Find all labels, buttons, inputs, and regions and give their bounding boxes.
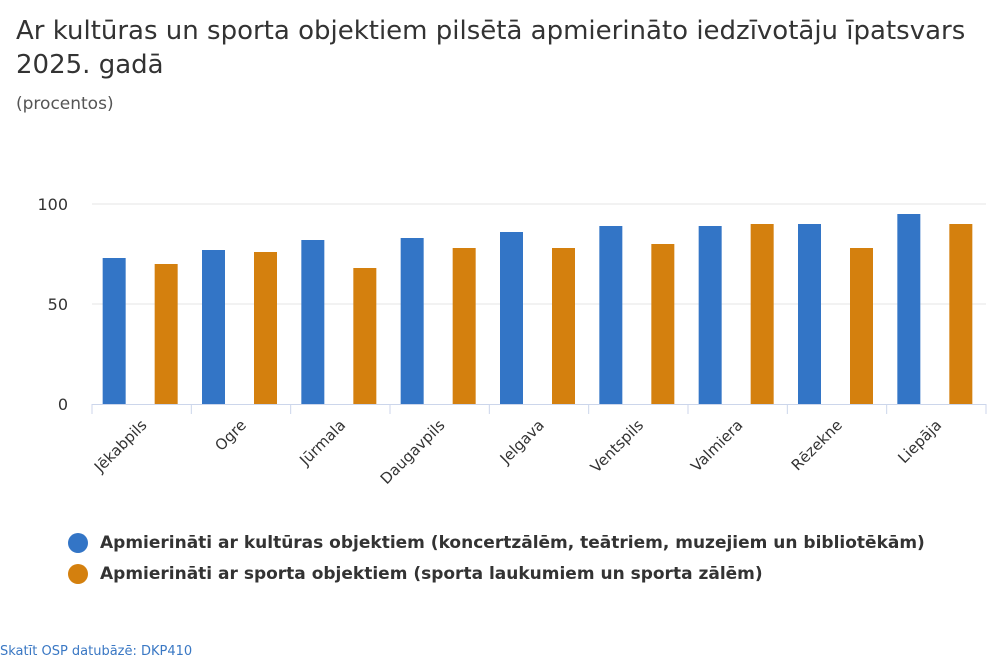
bar-sport xyxy=(254,252,277,404)
x-tick-label: Valmiera xyxy=(687,416,746,475)
y-tick-label: 100 xyxy=(37,195,68,214)
x-tick-label: Ogre xyxy=(211,416,249,454)
x-tick-label: Jēkabpils xyxy=(90,416,151,477)
x-tick-label: Jūrmala xyxy=(295,416,349,470)
x-tick-label: Daugavpils xyxy=(377,416,449,488)
y-tick-label: 50 xyxy=(48,295,68,314)
bar-sport xyxy=(353,268,377,404)
y-tick-label: 0 xyxy=(58,395,68,414)
bar-culture xyxy=(698,226,722,404)
x-tick-label: Ventspils xyxy=(587,416,647,476)
legend-item-culture[interactable]: Apmierināti ar kultūras objektiem (konce… xyxy=(68,533,925,553)
bar-culture xyxy=(599,226,623,404)
legend-marker-icon xyxy=(68,564,88,584)
chart-subtitle: (procentos) xyxy=(16,94,114,114)
x-tick-label: Rēzekne xyxy=(788,416,846,474)
bar-sport xyxy=(750,224,774,404)
legend-item-sport[interactable]: Apmierināti ar sporta objektiem (sporta … xyxy=(68,564,763,584)
bar-culture xyxy=(897,214,921,404)
bar-sport xyxy=(949,224,973,404)
bar-culture xyxy=(202,250,225,404)
bar-culture xyxy=(301,240,325,404)
legend-label: Apmierināti ar kultūras objektiem (konce… xyxy=(100,533,925,553)
source-link[interactable]: Skatīt OSP datubāzē: DKP410 xyxy=(0,644,193,659)
legend-label: Apmierināti ar sporta objektiem (sporta … xyxy=(100,564,763,584)
bar-culture xyxy=(400,238,424,404)
bar-sport xyxy=(552,248,575,404)
bar-chart: 0 50 100 Jēkabpils Ogre Jūrmala Daugavpils Jelg… xyxy=(37,195,987,488)
bar-sport xyxy=(452,248,476,404)
x-tick-label: Liepāja xyxy=(894,416,945,467)
bar-culture xyxy=(500,232,523,404)
x-tick-label: Jelgava xyxy=(496,416,548,468)
legend-marker-icon xyxy=(68,533,88,553)
bar-culture xyxy=(102,258,126,404)
chart-title: Ar kultūras un sporta objektiem pilsētā … xyxy=(16,16,966,80)
bar-sport xyxy=(154,264,178,404)
bar-sport xyxy=(651,244,675,404)
bar-culture xyxy=(798,224,821,404)
bar-sport xyxy=(850,248,873,404)
